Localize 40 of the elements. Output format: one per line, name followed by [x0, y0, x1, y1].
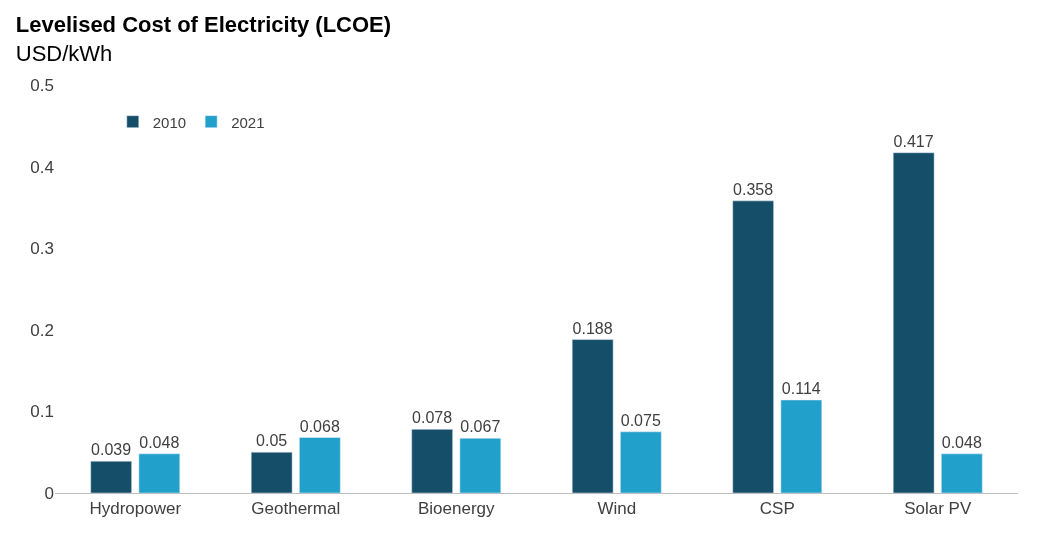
data-label: 0.068 [299, 417, 340, 435]
bar [620, 431, 662, 493]
y-tick-label: 0.1 [30, 402, 54, 422]
data-label: 0.358 [733, 180, 774, 198]
x-tick-label: CSP [759, 499, 795, 519]
data-label: 0.114 [781, 379, 821, 397]
bar [941, 453, 983, 493]
y-tick-label: 0.4 [30, 157, 54, 177]
data-label: 0.075 [620, 411, 661, 429]
data-label: 0.078 [412, 409, 453, 427]
y-tick-label: 0.2 [30, 320, 54, 340]
data-label: 0.188 [572, 319, 613, 337]
data-label: 0.417 [893, 132, 934, 150]
legend-label: 2010 [152, 113, 187, 131]
data-label: 0.048 [139, 433, 180, 451]
bar [459, 438, 502, 493]
bar [411, 429, 453, 493]
data-label: 0.05 [256, 432, 288, 450]
x-tick-label: Hydropower [89, 499, 182, 519]
x-tick-label: Wind [597, 499, 637, 519]
bar [250, 451, 293, 493]
legend-label: 2021 [231, 113, 265, 131]
chart-title: Levelised Cost of Electricity (LCOE) [15, 11, 392, 37]
y-tick-label: 0.5 [30, 75, 54, 95]
x-tick-label: Solar PV [904, 499, 972, 519]
data-label: 0.048 [941, 433, 982, 451]
bar [90, 460, 132, 493]
x-tick-label: Geothermal [251, 499, 341, 519]
bar [780, 399, 823, 493]
bar [732, 200, 774, 493]
y-tick-label: 0.3 [30, 239, 54, 259]
y-tick-label: 0 [44, 483, 54, 503]
data-label: 0.067 [460, 418, 501, 436]
chart-subtitle: USD/kWh [15, 40, 113, 66]
bar [892, 152, 935, 493]
bar [138, 453, 181, 493]
x-tick-label: Bioenergy [417, 499, 496, 519]
data-label: 0.039 [91, 441, 132, 459]
bar [299, 437, 341, 493]
bar [571, 339, 614, 493]
